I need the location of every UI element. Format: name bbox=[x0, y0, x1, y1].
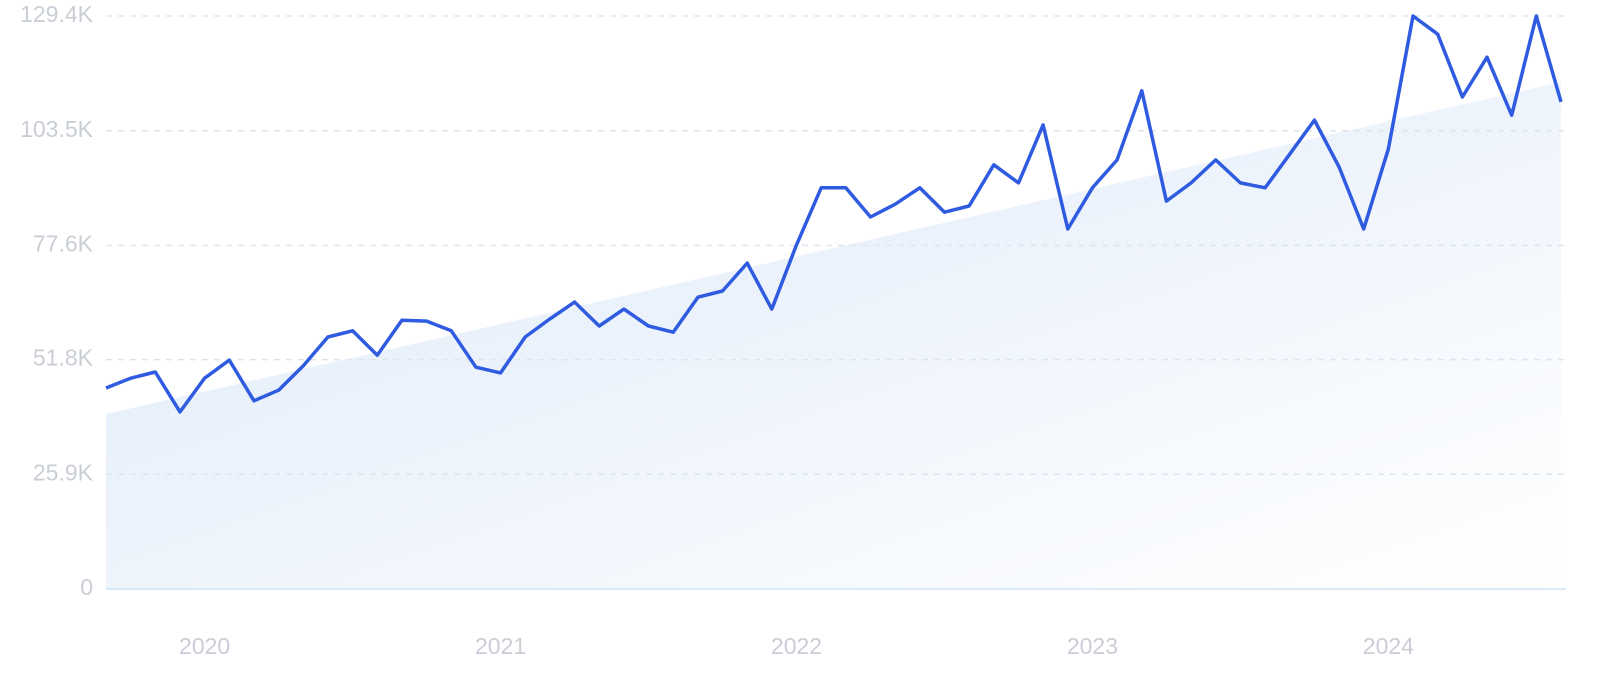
series-line bbox=[105, 14, 1563, 414]
y-tick-label: 0 bbox=[80, 574, 93, 600]
trend-area bbox=[106, 81, 1561, 590]
y-tick-label: 25.9K bbox=[33, 459, 94, 485]
y-tick-label: 129.4K bbox=[20, 1, 94, 27]
x-tick-label: 2021 bbox=[475, 633, 526, 659]
y-tick-label: 77.6K bbox=[33, 230, 94, 256]
x-tick-label: 2020 bbox=[179, 633, 230, 659]
x-tick-label: 2023 bbox=[1067, 633, 1118, 659]
y-tick-label: 103.5K bbox=[20, 116, 94, 142]
x-tick-label: 2024 bbox=[1363, 633, 1414, 659]
x-tick-label: 2022 bbox=[771, 633, 822, 659]
y-tick-label: 51.8K bbox=[33, 345, 94, 371]
